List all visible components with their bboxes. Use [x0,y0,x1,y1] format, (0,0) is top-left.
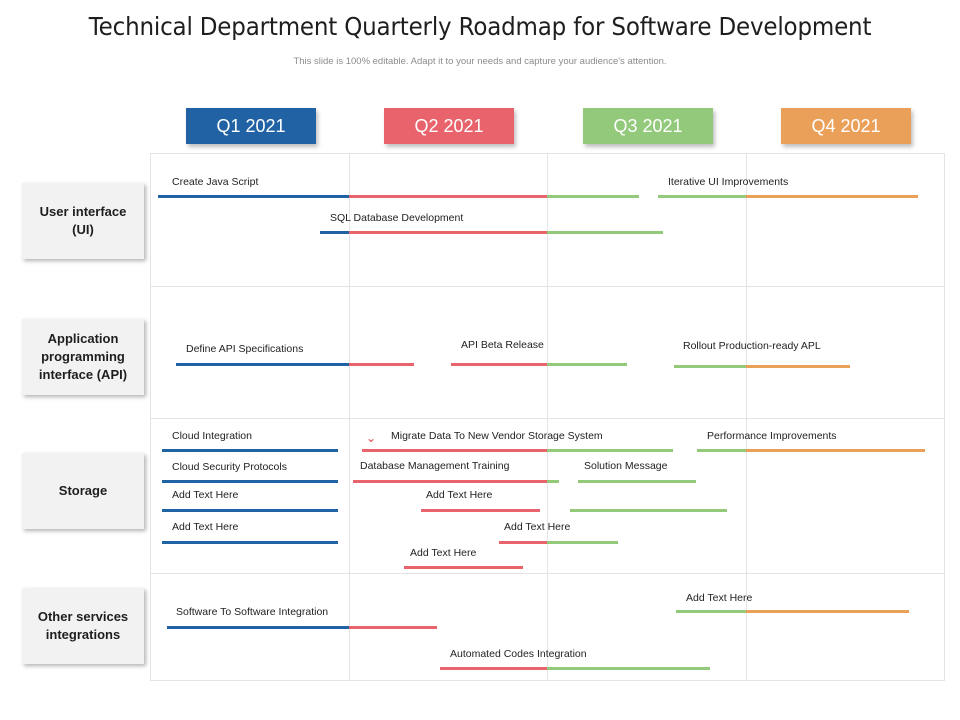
grid-vline [547,153,548,680]
task-label: Cloud Integration [172,430,252,442]
bar-segment-q4 [746,365,850,368]
bar-segment-q4 [746,195,918,198]
grid-hline [150,418,945,419]
grid-hline [150,153,945,154]
bar-segment-q3 [676,610,746,613]
task-label: Cloud Security Protocols [172,461,287,473]
bar-segment-q1 [176,363,349,366]
task-bar [421,509,540,512]
bar-segment-q2 [353,480,547,483]
task-label: Migrate Data To New Vendor Storage Syste… [391,430,603,442]
chevron-down-icon: ⌄ [366,431,377,445]
bar-segment-q4 [746,610,909,613]
task-bar [162,541,338,544]
quarter-q1-header: Q1 2021 [186,108,316,144]
task-label: Iterative UI Improvements [668,176,789,188]
task-bar [404,566,523,569]
task-label: Automated Codes Integration [450,648,587,660]
task-bar [162,480,338,483]
task-label: Add Text Here [686,592,753,604]
grid-vline [944,153,945,680]
page-subtitle: This slide is 100% editable. Adapt it to… [293,56,667,67]
bar-segment-q3 [547,449,673,452]
task-label: Define API Specifications [186,343,304,355]
bar-segment-q3 [674,365,746,368]
bar-segment-q2 [349,195,547,198]
task-label: Solution Message [584,460,668,472]
task-label: Add Text Here [172,521,239,533]
task-bar [578,480,696,483]
page-title: Technical Department Quarterly Roadmap f… [88,12,872,41]
category-label: User interface (UI) [39,204,127,237]
bar-segment-q2 [362,449,547,452]
grid-vline [746,153,747,680]
bar-segment-q1 [320,231,349,234]
bar-segment-q2 [440,667,547,670]
bar-segment-q3 [547,541,618,544]
bar-segment-q2 [349,626,437,629]
task-label: API Beta Release [461,339,544,351]
quarter-q4-header: Q4 2021 [781,108,911,144]
bar-segment-q2 [349,363,414,366]
task-label: Add Text Here [172,489,239,501]
bar-segment-q3 [547,363,627,366]
bar-segment-q3 [547,480,559,483]
task-label: Create Java Script [172,176,259,188]
task-label: Add Text Here [410,547,477,559]
task-label: Database Management Training [360,460,510,472]
bar-segment-q2 [499,541,547,544]
category-storage: Storage [22,453,144,529]
category-user-interface: User interface (UI) [22,183,144,259]
grid-vline [349,153,350,680]
category-label: Application programming interface (API) [38,331,128,382]
task-label: Add Text Here [426,489,493,501]
bar-segment-q3 [547,231,663,234]
task-label: Performance Improvements [707,430,837,442]
task-label: Software To Software Integration [176,606,329,618]
bar-segment-q2 [349,231,547,234]
task-bar [570,509,727,512]
quarter-q3-header: Q3 2021 [583,108,713,144]
bar-segment-q3 [547,195,639,198]
task-bar [162,509,338,512]
bar-segment-q1 [167,626,349,629]
bar-segment-q3 [658,195,746,198]
bar-segment-q3 [547,667,710,670]
bar-segment-q1 [158,195,349,198]
task-bar [162,449,338,452]
category-label: Storage [58,483,108,498]
grid-vline [150,153,151,680]
grid-hline [150,573,945,574]
quarter-q2-header: Q2 2021 [384,108,514,144]
category-api: Application programming interface (API) [22,319,144,395]
category-label: Other services integrations [37,609,129,642]
grid-hline [150,286,945,287]
bar-segment-q2 [451,363,547,366]
task-label: Rollout Production-ready APL [683,340,821,352]
category-other-services: Other services integrations [22,588,144,664]
task-label: SQL Database Development [330,212,464,224]
task-label: Add Text Here [504,521,571,533]
grid-hline [150,680,945,681]
bar-segment-q4 [746,449,925,452]
bar-segment-q3 [697,449,746,452]
